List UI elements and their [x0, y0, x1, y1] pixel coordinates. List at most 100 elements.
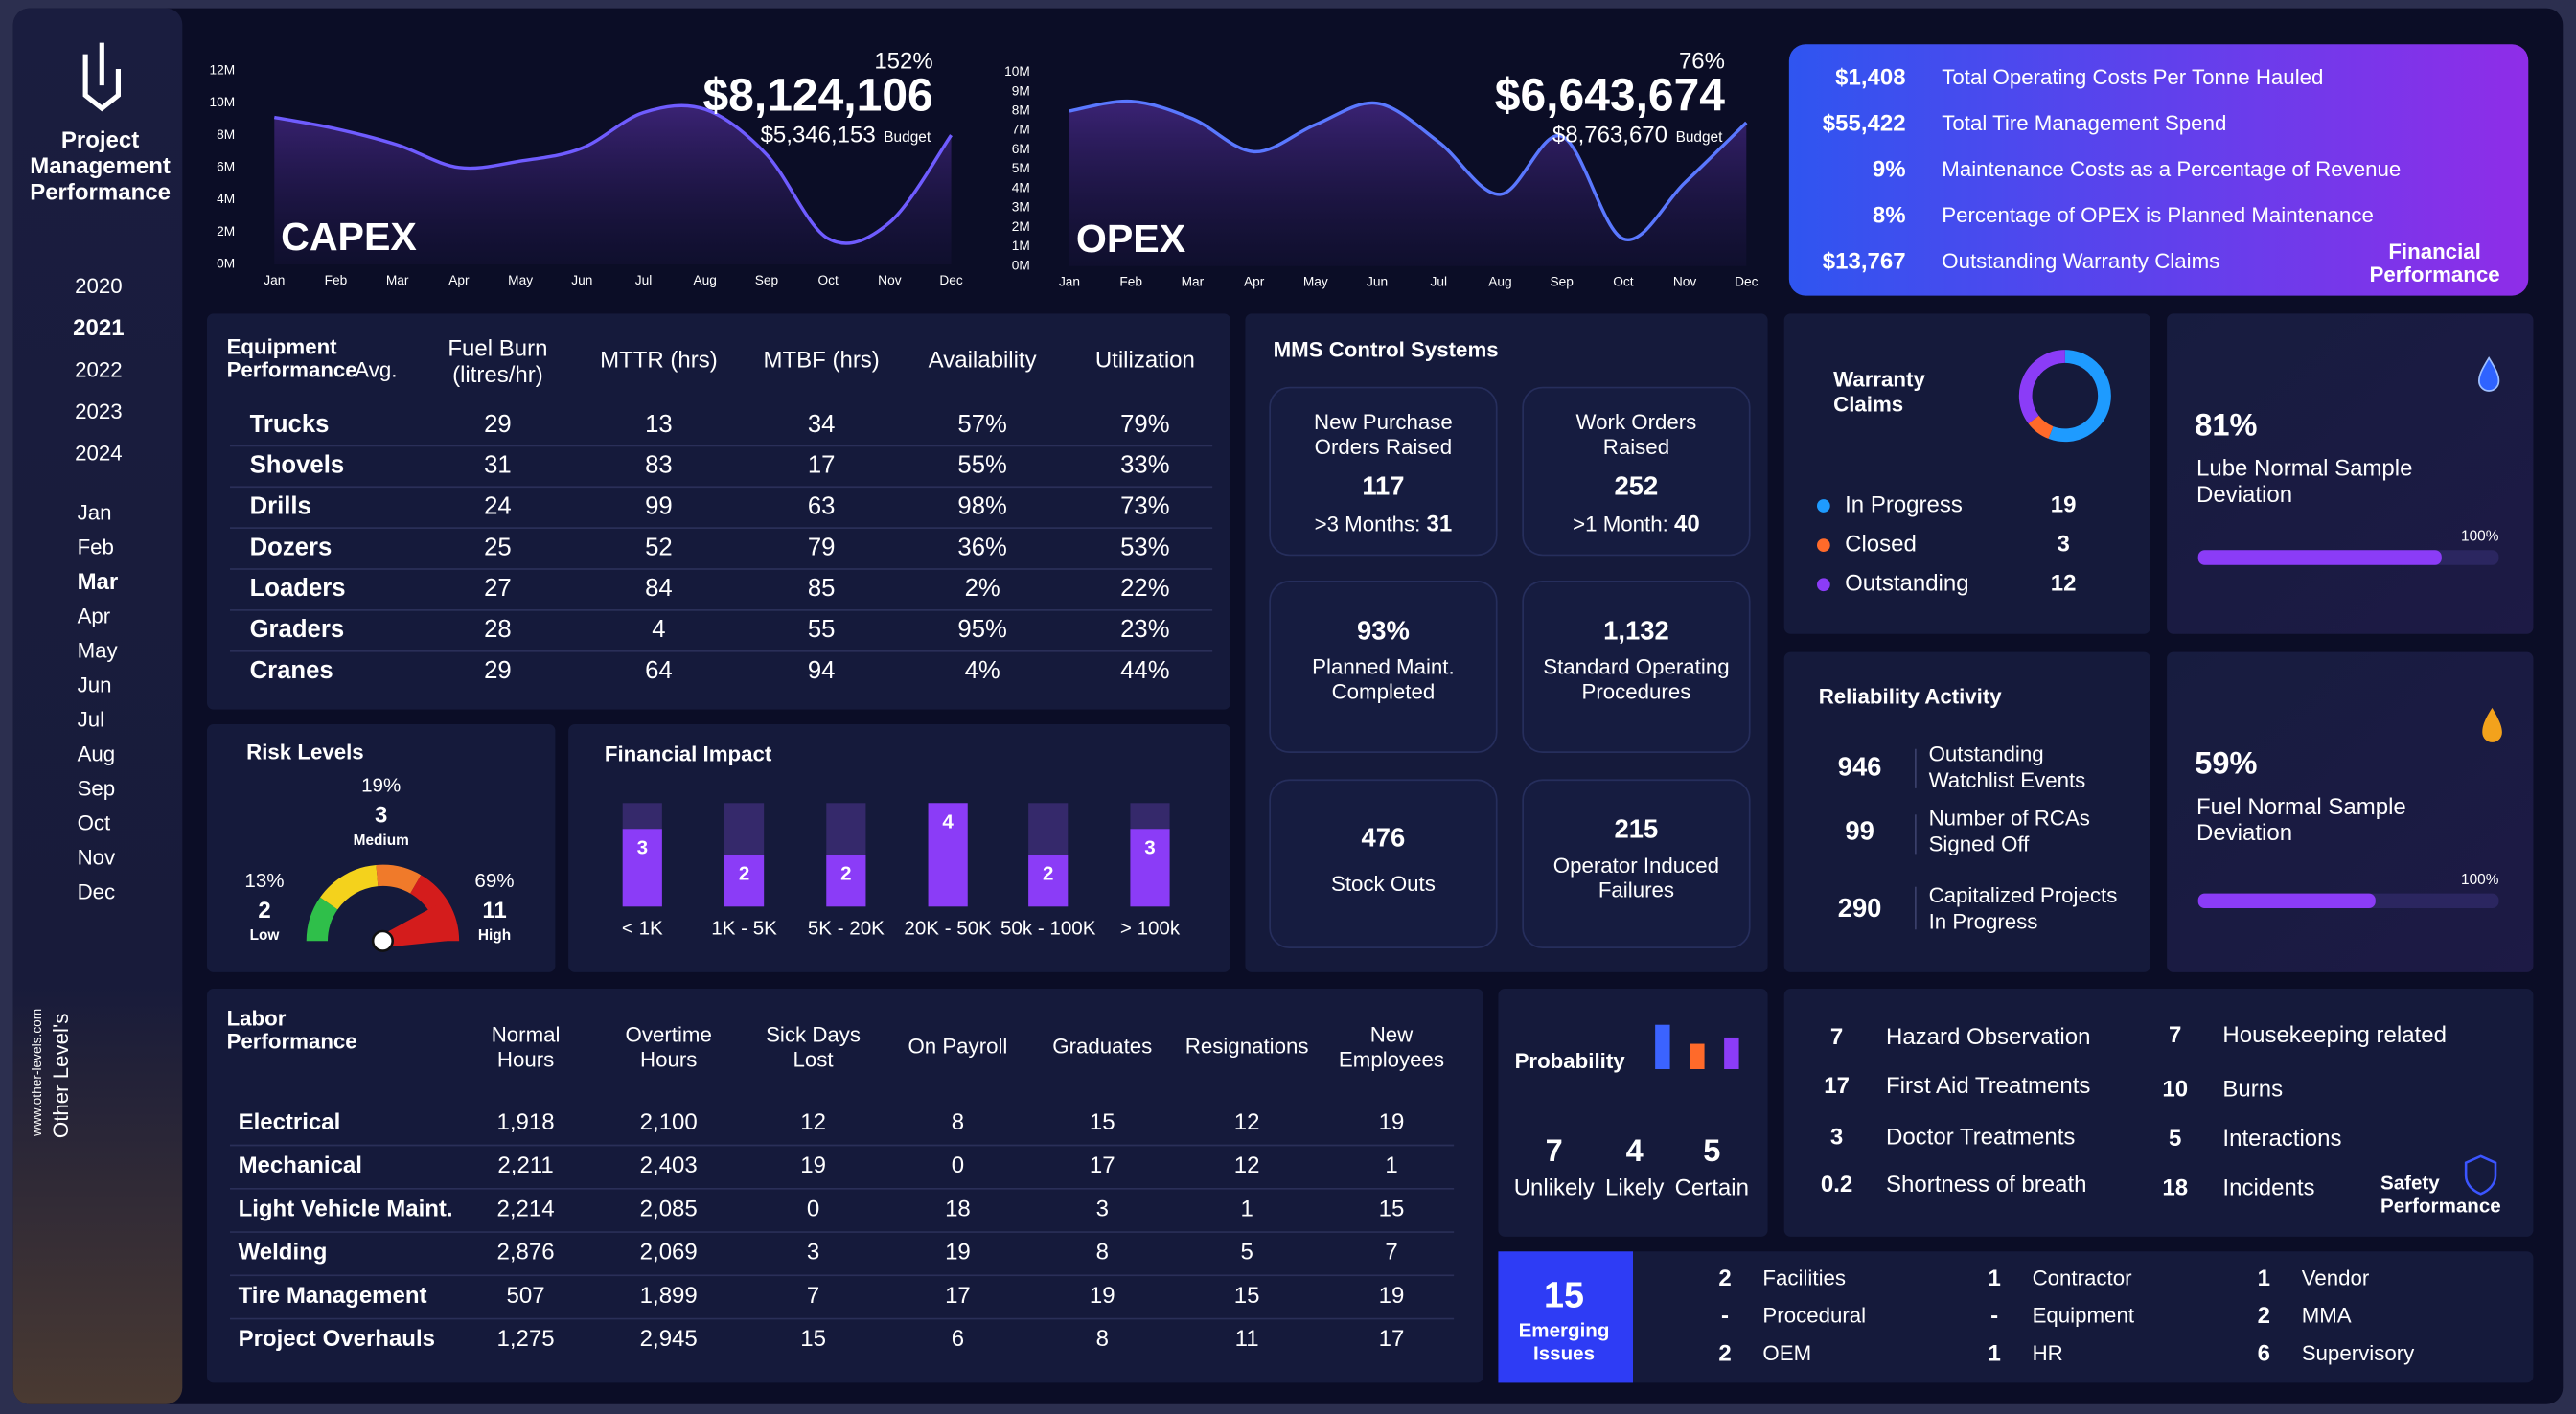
table-cell: 6 [952, 1326, 964, 1352]
month-item: Jan [78, 500, 112, 524]
tile-label: Work Orders [1576, 410, 1697, 434]
issue-value: 1 [1988, 1266, 2000, 1291]
tile-sub-label: >1 Month: [1573, 512, 1668, 536]
table-cell: 19 [945, 1240, 971, 1266]
tile-sub-value: 40 [1674, 512, 1700, 537]
issue-label: Facilities [1762, 1266, 1846, 1289]
value-label: 3 [637, 836, 648, 858]
kpi-label: Number of RCAs [1929, 806, 2090, 830]
table-cell: 73% [1120, 493, 1169, 520]
tile-label: Stock Outs [1331, 872, 1436, 896]
value-label: 2 [1043, 862, 1053, 884]
table-cell: 2,085 [640, 1196, 698, 1221]
issue-label: OEM [1762, 1341, 1811, 1365]
kpi-value: $1,408 [1835, 65, 1905, 91]
y-tick-label: 10M [1004, 64, 1030, 79]
table-cell: 85 [808, 575, 836, 602]
table-cell: 19 [800, 1152, 826, 1178]
bar [1655, 1024, 1670, 1069]
kpi-label: In Progress [1929, 909, 2038, 933]
table-cell: 2,211 [497, 1152, 553, 1178]
table-cell: 1 [1240, 1196, 1253, 1221]
gauge [306, 864, 460, 942]
month-item: Dec [78, 879, 116, 903]
table-cell: 44% [1120, 657, 1169, 684]
tile-sub-label: >3 Months: [1315, 512, 1421, 536]
gauge-arc [320, 864, 379, 910]
x-tick-label: Dec [939, 273, 963, 287]
panel-title: Risk Levels [246, 741, 364, 764]
month-item: Mar [78, 569, 119, 595]
x-tick-label: Nov [1673, 274, 1697, 288]
issue-value: 2 [2258, 1303, 2270, 1329]
safety-label: Interactions [2222, 1126, 2341, 1152]
issue-label: Procedural [1762, 1304, 1866, 1328]
table-cell: 2,876 [497, 1240, 555, 1266]
flame-icon [2482, 707, 2502, 742]
risk-label: Medium [354, 832, 409, 849]
row-header: Project Overhauls [239, 1326, 435, 1352]
table-cell: 12 [1234, 1152, 1260, 1178]
issue-label: Equipment [2033, 1304, 2135, 1328]
table-cell: 98% [957, 493, 1006, 520]
shield-icon [2464, 1154, 2497, 1196]
emerging-value: 15 [1544, 1274, 1584, 1314]
kpi-value: $8,124,106 [702, 71, 932, 122]
table-cell: 17 [1379, 1326, 1405, 1352]
card-title: Performance [2370, 262, 2500, 286]
x-tick-label: Jan [264, 273, 285, 287]
column-header: Sick Days [766, 1023, 861, 1047]
value-label: 2 [739, 862, 749, 884]
table-cell: 29 [484, 411, 512, 438]
table-cell: 15 [800, 1326, 826, 1352]
gauge-arc [409, 875, 460, 942]
kpi-label: Signed Off [1929, 832, 2031, 856]
bar [928, 803, 968, 907]
kpi-label: Capitalized Projects [1929, 883, 2118, 907]
panel-title: Performance [2380, 1195, 2501, 1217]
safety-value: 17 [1824, 1073, 1850, 1099]
table-title: Equipment [227, 334, 338, 358]
legend-value: 19 [2051, 491, 2077, 517]
table-cell: 64 [645, 657, 673, 684]
row-header: Cranes [250, 657, 334, 684]
category-label: Certain [1675, 1175, 1749, 1200]
column-header: Graduates [1052, 1035, 1152, 1059]
issue-label: MMA [2302, 1304, 2352, 1328]
tile-value: 215 [1615, 814, 1659, 844]
x-tick-label: Apr [1244, 274, 1265, 288]
month-item: May [78, 638, 119, 662]
tick-label: 100% [2461, 872, 2499, 888]
sidebar-title: Management [30, 153, 171, 179]
value-label: 5 [1703, 1133, 1720, 1168]
legend-value: 3 [2057, 531, 2069, 557]
column-header: Normal [492, 1023, 561, 1047]
table-cell: 24 [484, 493, 512, 520]
x-tick-label: Jul [1430, 274, 1447, 288]
kpi-label: Watchlist Events [1929, 768, 2086, 792]
issue-value: - [1990, 1303, 1998, 1329]
chart-title: Financial Impact [605, 741, 772, 765]
category-label: 1K - 5K [711, 918, 777, 940]
category-label: 5K - 20K [808, 918, 885, 940]
table-cell: 2,403 [640, 1152, 698, 1178]
line [273, 103, 953, 245]
kpi-label: Outstanding [1929, 741, 2044, 765]
x-tick-label: Jun [571, 273, 592, 287]
column-header: (litres/hr) [452, 362, 543, 388]
kpi-value: $13,767 [1823, 249, 1906, 275]
risk-percent: 19% [361, 775, 401, 797]
table-cell: 1,899 [640, 1283, 698, 1309]
tile [1269, 386, 1498, 557]
month-item: Sep [78, 776, 116, 800]
value-label: 4 [1626, 1133, 1644, 1168]
table-cell: 12 [1234, 1109, 1260, 1135]
area-fill [274, 105, 952, 264]
column-header: Hours [640, 1047, 697, 1071]
y-tick-label: 12M [209, 62, 235, 77]
issue-value: 1 [1988, 1341, 2000, 1367]
table-cell: 19 [1379, 1109, 1405, 1135]
table-cell: 3 [807, 1240, 819, 1266]
tile [1269, 779, 1498, 948]
panel [207, 724, 556, 972]
